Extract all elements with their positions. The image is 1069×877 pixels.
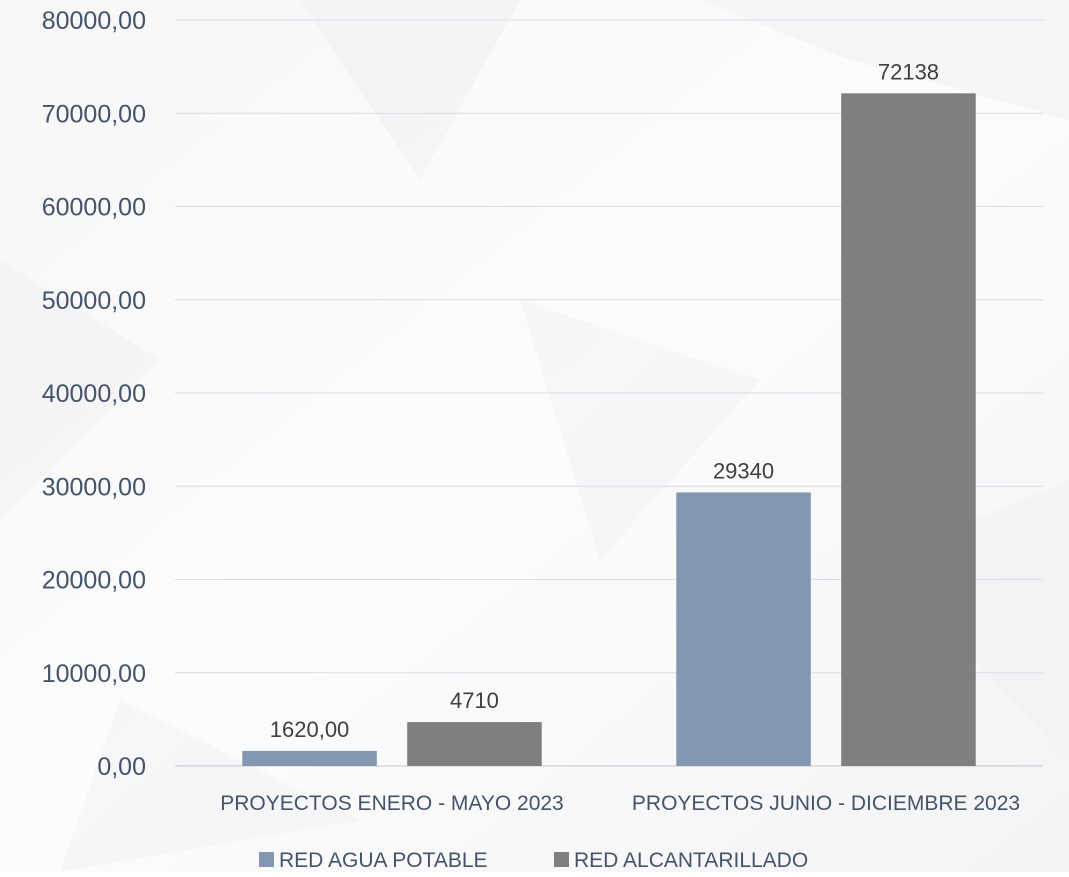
y-tick-label: 20000,00 [42,567,146,595]
legend-label: RED AGUA POTABLE [279,849,488,872]
data-label: 4710 [450,688,499,713]
legend-item-red-alcantarillado: RED ALCANTARILLADO [554,849,808,872]
y-tick-label: 30000,00 [42,473,146,501]
bar-red-alcantarillado [407,722,542,766]
bars [242,93,976,766]
y-tick-label: 70000,00 [42,100,146,128]
x-tick-label: PROYECTOS JUNIO - DICIEMBRE 2023 [632,792,1020,815]
data-label: 29340 [713,458,774,483]
y-axis-tick-labels: 0,00 10000,00 20000,00 30000,00 40000,00 5000… [42,7,146,781]
bar-red-alcantarillado [841,93,976,766]
legend-swatch [554,852,569,867]
legend-label: RED ALCANTARILLADO [574,849,808,872]
y-tick-label: 50000,00 [42,287,146,315]
legend: RED AGUA POTABLE RED ALCANTARILLADO [259,849,808,872]
y-tick-label: 40000,00 [42,380,146,408]
y-tick-label: 0,00 [97,753,146,781]
y-tick-label: 10000,00 [42,660,146,688]
y-tick-label: 60000,00 [42,194,146,222]
legend-item-red-agua-potable: RED AGUA POTABLE [259,849,488,872]
x-tick-label: PROYECTOS ENERO - MAYO 2023 [220,792,564,815]
data-label: 72138 [878,59,939,84]
y-tick-label: 80000,00 [42,7,146,35]
bar-red-agua-potable [242,750,377,766]
bar-red-agua-potable [676,492,811,766]
legend-swatch [259,852,274,867]
data-labels: 1620,00 4710 29340 72138 [270,59,939,742]
x-axis-tick-labels: PROYECTOS ENERO - MAYO 2023 PROYECTOS JUN… [220,792,1020,815]
data-label: 1620,00 [270,717,350,742]
